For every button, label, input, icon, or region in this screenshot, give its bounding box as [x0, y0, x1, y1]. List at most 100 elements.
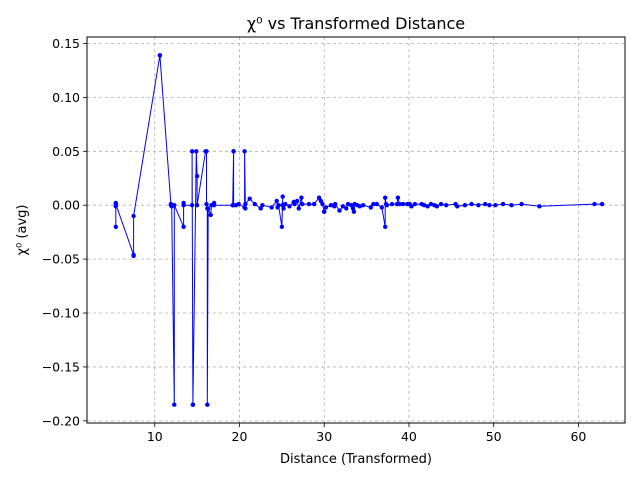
data-point: [292, 201, 297, 207]
data-point: [181, 224, 186, 229]
grid: [87, 37, 625, 423]
data-point: [357, 204, 362, 209]
data-point: [260, 203, 265, 208]
data-point: [208, 212, 213, 218]
data-point: [383, 224, 388, 229]
data-point: [389, 201, 395, 207]
data-point: [242, 149, 247, 154]
data-point: [469, 201, 474, 207]
y-tick-label: 0.00: [52, 198, 80, 213]
data-point: [425, 204, 430, 209]
data-point: [194, 173, 200, 179]
data-point: [300, 201, 305, 207]
y-tick-label: −0.20: [42, 413, 80, 428]
data-point: [493, 203, 498, 208]
data-point: [500, 201, 506, 207]
data-point: [243, 201, 248, 207]
data-point: [157, 53, 163, 58]
data-point: [296, 206, 301, 211]
y-tick-label: −0.10: [42, 306, 80, 321]
x-tick-label: 20: [232, 429, 248, 444]
data-point: [236, 201, 241, 207]
data-point: [438, 201, 444, 207]
data-point: [397, 201, 402, 207]
data-point: [189, 149, 195, 154]
data-point: [328, 203, 334, 208]
data-point: [204, 201, 209, 207]
data-point: [476, 203, 481, 208]
data-point: [279, 224, 285, 229]
data-point: [383, 195, 388, 200]
data-point: [455, 204, 460, 209]
data-point: [323, 205, 329, 210]
data-point: [337, 208, 342, 213]
x-axis-label: Distance (Transformed): [280, 452, 432, 467]
data-point: [299, 195, 304, 200]
y-tick-label: 0.05: [52, 144, 80, 159]
data-point: [428, 201, 434, 207]
data-point: [274, 198, 279, 204]
data-point: [333, 201, 338, 207]
data-point: [172, 402, 177, 407]
data-point: [379, 205, 384, 210]
y-tick-label: −0.15: [42, 359, 80, 374]
data-point: [434, 204, 440, 209]
data-point: [537, 204, 542, 209]
x-tick-label: 40: [401, 429, 417, 444]
data-point: [283, 201, 288, 207]
data-point: [287, 204, 292, 209]
series-layer: [113, 53, 605, 407]
x-tick-label: 10: [147, 429, 163, 444]
data-point: [322, 209, 327, 214]
data-point: [204, 149, 209, 154]
data-point: [320, 201, 325, 207]
data-point: [281, 206, 286, 211]
y-tick-label: 0.10: [52, 90, 80, 105]
data-point: [243, 206, 248, 211]
data-point: [422, 203, 427, 208]
data-point: [371, 201, 376, 207]
data-point: [345, 201, 351, 207]
data-point: [113, 201, 119, 207]
data-point: [519, 201, 524, 207]
data-point: [181, 203, 186, 208]
x-tick-label: 30: [316, 429, 332, 444]
data-point: [340, 204, 346, 209]
data-point: [384, 203, 390, 208]
data-point: [172, 203, 177, 208]
data-point: [252, 201, 257, 207]
data-point: [131, 253, 136, 259]
x-tick-label: 60: [570, 429, 586, 444]
data-point: [444, 203, 449, 208]
plot-frame: [86, 36, 626, 424]
data-point: [350, 206, 356, 211]
chart-title: χ⁰ vs Transformed Distance: [247, 14, 465, 33]
data-point: [294, 198, 300, 204]
data-point: [487, 203, 492, 208]
data-point: [368, 205, 373, 210]
data-point: [509, 203, 514, 208]
data-point: [190, 402, 196, 407]
data-point: [409, 204, 414, 209]
data-point: [306, 201, 312, 207]
data-point: [231, 149, 236, 154]
y-tick-label: 0.15: [52, 36, 80, 51]
data-point: [269, 205, 274, 210]
data-point: [351, 209, 357, 214]
data-point: [400, 201, 406, 207]
data-point: [483, 201, 488, 207]
x-tick-label: 50: [486, 429, 502, 444]
data-point: [412, 201, 418, 207]
data-point: [189, 203, 195, 208]
data-point: [206, 206, 211, 211]
data-point: [344, 206, 349, 211]
data-point: [211, 203, 217, 208]
y-tick-label: −0.05: [42, 252, 80, 267]
data-point: [374, 201, 379, 207]
y-axis-label: χ⁰ (avg): [15, 205, 30, 256]
data-point: [205, 402, 210, 407]
data-point: [113, 224, 119, 229]
y-axis-ticks: −0.20 −0.15 −0.10 −0.05 0.00 0.05 0.10 0.15: [42, 36, 87, 428]
data-point: [311, 201, 317, 207]
